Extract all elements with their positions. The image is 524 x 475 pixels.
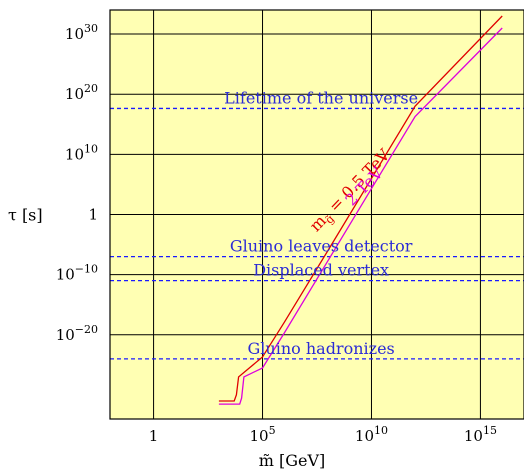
reference-label-3: Gluino hadronizes xyxy=(248,339,395,358)
axis-titles: m̃ [GeV] τ [s] xyxy=(8,206,325,471)
plot-frame xyxy=(109,9,524,420)
y-tick-label-4: 10−10 xyxy=(56,263,98,284)
reference-label-0: Lifetime of the universe xyxy=(224,88,418,107)
y-axis-title: τ [s] xyxy=(8,206,43,225)
series-line-1 xyxy=(218,27,503,405)
y-tick-label-0: 1030 xyxy=(65,22,98,43)
x-axis-title: m̃ [GeV] xyxy=(259,451,326,470)
reference-label-2: Displaced vertex xyxy=(253,261,389,280)
reference-lines xyxy=(110,107,524,360)
y-tick-label-2: 1010 xyxy=(65,142,98,163)
y-tick-label-3: 1 xyxy=(88,206,98,224)
tick-labels: 1 105 1010 1015 1030 1020 1010 1 10−10 10−20 xyxy=(56,22,497,445)
x-tick-label-0: 1 xyxy=(149,427,159,445)
grid xyxy=(110,10,524,419)
x-tick-label-2: 1010 xyxy=(355,424,388,445)
x-tick-label-3: 1015 xyxy=(464,424,497,445)
y-tick-label-5: 10−20 xyxy=(56,323,98,344)
x-tick-label-1: 105 xyxy=(249,424,275,445)
reference-label-1: Gluino leaves detector xyxy=(230,237,413,256)
series-line-0 xyxy=(218,15,503,402)
y-tick-label-1: 1020 xyxy=(65,82,98,103)
series-lines xyxy=(218,15,503,405)
